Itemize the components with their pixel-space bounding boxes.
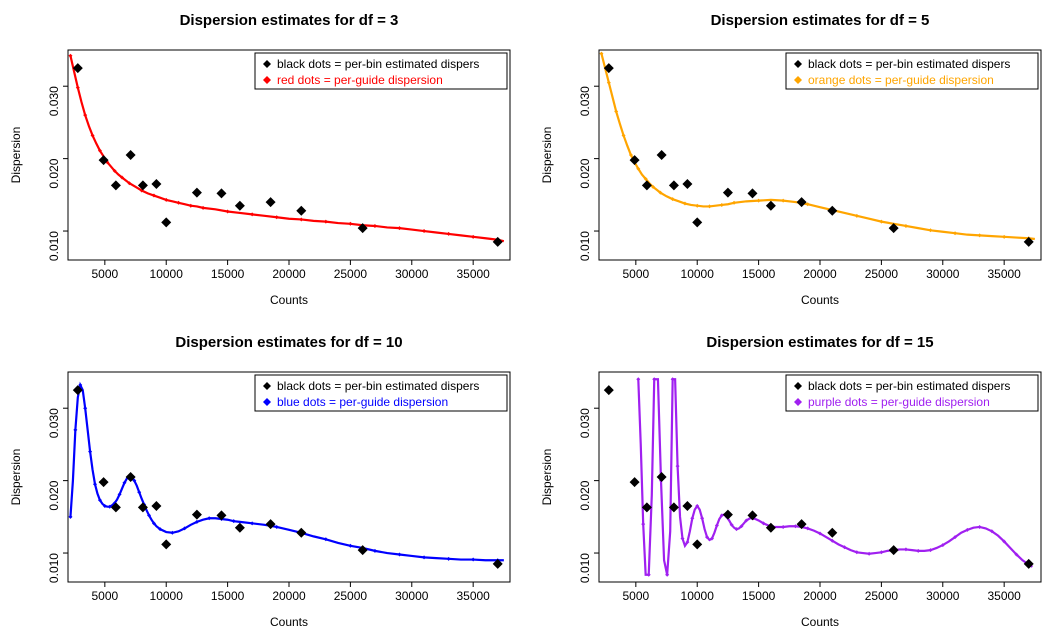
legend: black dots = per-bin estimated dispers re… <box>255 53 507 89</box>
svg-text:35000: 35000 <box>987 589 1021 603</box>
y-axis-label: Dispersion <box>9 449 23 506</box>
svg-text:0.010: 0.010 <box>47 231 61 261</box>
svg-text:black dots = per-bin estimated: black dots = per-bin estimated dispers <box>808 379 1010 393</box>
svg-text:0.020: 0.020 <box>578 158 592 188</box>
bin-points <box>603 385 1033 569</box>
x-axis-label: Counts <box>270 615 308 629</box>
svg-text:0.010: 0.010 <box>578 553 592 583</box>
panel-2: Dispersion estimates for df = 10 5000 1000… <box>0 322 531 644</box>
chart-title: Dispersion estimates for df = 15 <box>706 334 933 351</box>
svg-text:25000: 25000 <box>334 589 368 603</box>
y-axis-ticks: 0.010 0.020 0.030 <box>578 86 599 261</box>
svg-text:0.030: 0.030 <box>578 408 592 438</box>
x-axis-label: Counts <box>800 615 838 629</box>
svg-text:30000: 30000 <box>926 267 960 281</box>
chart-panel-1: Dispersion estimates for df = 5 5000 10000… <box>531 0 1061 322</box>
y-axis-ticks: 0.010 0.020 0.030 <box>47 86 68 261</box>
svg-text:15000: 15000 <box>211 589 245 603</box>
chart-panel-3: Dispersion estimates for df = 15 5000 1000… <box>531 322 1061 644</box>
svg-text:0.020: 0.020 <box>578 480 592 510</box>
svg-text:15000: 15000 <box>211 267 245 281</box>
legend: black dots = per-bin estimated dispers pu… <box>786 375 1038 411</box>
svg-text:20000: 20000 <box>272 267 306 281</box>
svg-text:black dots = per-bin estimated: black dots = per-bin estimated dispers <box>277 379 479 393</box>
legend: black dots = per-bin estimated dispers bl… <box>255 375 507 411</box>
svg-text:15000: 15000 <box>741 589 775 603</box>
chart-panel-2: Dispersion estimates for df = 10 5000 1000… <box>0 322 530 644</box>
svg-text:0.030: 0.030 <box>47 408 61 438</box>
y-axis-ticks: 0.010 0.020 0.030 <box>578 408 599 583</box>
chart-title: Dispersion estimates for df = 10 <box>175 334 402 351</box>
svg-text:orange dots = per-guide disper: orange dots = per-guide dispersion <box>808 73 994 87</box>
y-axis-label: Dispersion <box>540 449 554 506</box>
svg-text:blue dots = per-guide dispersi: blue dots = per-guide dispersion <box>277 395 448 409</box>
y-axis-label: Dispersion <box>540 127 554 184</box>
legend: black dots = per-bin estimated dispers or… <box>786 53 1038 89</box>
svg-text:35000: 35000 <box>456 589 490 603</box>
y-axis-label: Dispersion <box>9 127 23 184</box>
svg-text:35000: 35000 <box>987 267 1021 281</box>
svg-text:5000: 5000 <box>622 589 649 603</box>
svg-text:0.010: 0.010 <box>47 553 61 583</box>
svg-text:35000: 35000 <box>456 267 490 281</box>
svg-text:10000: 10000 <box>150 267 184 281</box>
svg-text:0.020: 0.020 <box>47 480 61 510</box>
svg-text:20000: 20000 <box>803 589 837 603</box>
chart-title: Dispersion estimates for df = 5 <box>710 12 929 29</box>
svg-text:red dots = per-guide dispersio: red dots = per-guide dispersion <box>277 73 443 87</box>
svg-text:10000: 10000 <box>150 589 184 603</box>
bin-points <box>73 385 503 569</box>
svg-text:10000: 10000 <box>680 267 714 281</box>
svg-text:0.010: 0.010 <box>578 231 592 261</box>
svg-text:20000: 20000 <box>272 589 306 603</box>
x-axis-ticks: 5000 10000 15000 20000 25000 30000 35000 <box>91 260 490 281</box>
bin-points <box>603 63 1033 247</box>
x-axis-ticks: 5000 10000 15000 20000 25000 30000 35000 <box>622 582 1021 603</box>
svg-text:30000: 30000 <box>395 589 429 603</box>
svg-text:25000: 25000 <box>334 267 368 281</box>
x-axis-ticks: 5000 10000 15000 20000 25000 30000 35000 <box>91 582 490 603</box>
svg-text:15000: 15000 <box>741 267 775 281</box>
panel-1: Dispersion estimates for df = 5 5000 10000… <box>531 0 1061 322</box>
svg-text:30000: 30000 <box>395 267 429 281</box>
svg-text:30000: 30000 <box>926 589 960 603</box>
svg-text:5000: 5000 <box>91 267 118 281</box>
chart-panel-0: Dispersion estimates for df = 3 5000 10000… <box>0 0 530 322</box>
svg-text:25000: 25000 <box>864 267 898 281</box>
svg-text:0.030: 0.030 <box>47 86 61 116</box>
svg-text:5000: 5000 <box>622 267 649 281</box>
svg-text:0.020: 0.020 <box>47 158 61 188</box>
svg-text:25000: 25000 <box>864 589 898 603</box>
x-axis-label: Counts <box>800 293 838 307</box>
x-axis-ticks: 5000 10000 15000 20000 25000 30000 35000 <box>622 260 1021 281</box>
y-axis-ticks: 0.010 0.020 0.030 <box>47 408 68 583</box>
svg-text:purple dots = per-guide disper: purple dots = per-guide dispersion <box>808 395 990 409</box>
chart-title: Dispersion estimates for df = 3 <box>180 12 399 29</box>
panel-3: Dispersion estimates for df = 15 5000 1000… <box>531 322 1061 644</box>
panel-0: Dispersion estimates for df = 3 5000 10000… <box>0 0 531 322</box>
svg-text:black dots = per-bin estimated: black dots = per-bin estimated dispers <box>277 57 479 71</box>
svg-text:0.030: 0.030 <box>578 86 592 116</box>
x-axis-label: Counts <box>270 293 308 307</box>
svg-text:20000: 20000 <box>803 267 837 281</box>
svg-text:black dots = per-bin estimated: black dots = per-bin estimated dispers <box>808 57 1010 71</box>
svg-text:5000: 5000 <box>91 589 118 603</box>
svg-text:10000: 10000 <box>680 589 714 603</box>
